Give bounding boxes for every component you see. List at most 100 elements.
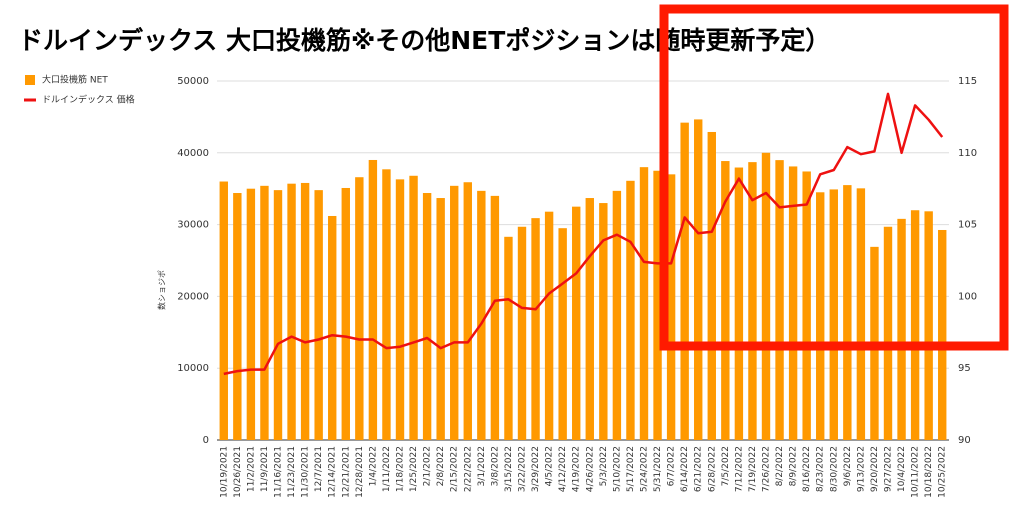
x-tick-label: 9/20/2022 (870, 446, 880, 492)
x-tick-label: 4/12/2022 (558, 446, 568, 492)
bar (233, 193, 242, 440)
x-tick-label: 3/8/2022 (490, 446, 500, 486)
bar (829, 189, 838, 440)
legend-label: ドルインデックス 価格 (42, 94, 135, 106)
x-tick-label: 10/4/2022 (897, 446, 907, 492)
x-tick-label: 2/1/2022 (423, 446, 433, 486)
x-tick-label: 6/7/2022 (667, 446, 677, 486)
x-tick-label: 11/16/2021 (274, 446, 284, 498)
x-tick-label: 3/22/2022 (518, 446, 528, 492)
bar (477, 190, 486, 440)
x-tick-label: 3/29/2022 (531, 446, 541, 492)
x-tick-label: 12/28/2021 (355, 446, 365, 498)
x-tick-label: 7/19/2022 (748, 446, 758, 492)
x-tick-label: 8/16/2022 (802, 446, 812, 492)
price-line (223, 92, 944, 376)
x-tick-label: 2/8/2022 (436, 446, 446, 486)
x-tick-label: 6/28/2022 (707, 446, 717, 492)
bar (680, 122, 689, 441)
bar (897, 218, 906, 440)
x-tick-label: 12/14/2021 (328, 446, 338, 498)
x-tick-label: 7/5/2022 (721, 446, 731, 486)
bar (775, 160, 784, 440)
bar (883, 226, 893, 440)
bar (788, 166, 798, 440)
x-tick-label: 1/11/2022 (382, 446, 392, 492)
bar (910, 210, 920, 440)
bar (328, 215, 337, 440)
x-tick-label: 2/15/2022 (450, 446, 460, 492)
bar (748, 162, 757, 440)
bar (843, 185, 852, 440)
x-tick-label: 6/21/2022 (694, 446, 704, 492)
x-tick-label: 4/5/2022 (545, 446, 555, 486)
x-tick-label: 10/18/2022 (924, 446, 934, 498)
bar (409, 175, 418, 440)
bar (558, 228, 567, 440)
y-tick-label: 30000 (177, 220, 209, 231)
x-tick-label: 3/1/2022 (477, 446, 487, 486)
x-tick-label: 10/25/2022 (938, 446, 948, 498)
y2-tick-label: 100 (958, 291, 977, 302)
x-tick-label: 1/4/2022 (368, 446, 378, 486)
x-tick-label: 2/22/2022 (463, 446, 473, 492)
x-tick-label: 8/2/2022 (775, 446, 785, 486)
x-tick-label: 5/17/2022 (626, 446, 636, 492)
x-tick-label: 1/25/2022 (409, 446, 419, 492)
x-tick-label: 5/31/2022 (653, 446, 663, 492)
x-tick-label: 1/18/2022 (396, 446, 406, 492)
y2-tick-label: 105 (958, 220, 977, 231)
x-tick-label: 9/27/2022 (884, 446, 894, 492)
bar (599, 203, 608, 440)
x-tick-label: 9/6/2022 (843, 446, 853, 486)
x-tick-label: 12/21/2021 (341, 446, 351, 498)
x-tick-label: 8/23/2022 (816, 446, 826, 492)
x-tick-label: 9/13/2022 (856, 446, 866, 492)
bar (734, 167, 744, 441)
bar (450, 185, 459, 440)
bar (260, 185, 269, 440)
bar (639, 167, 649, 440)
bar (355, 177, 364, 440)
bar (300, 182, 310, 440)
bar (707, 131, 716, 440)
x-tick-label: 11/9/2021 (260, 446, 270, 492)
bar (219, 181, 228, 440)
bar (856, 188, 866, 440)
bar (802, 171, 811, 440)
bar (436, 198, 445, 440)
bar (517, 226, 527, 440)
highlight-box (659, 4, 1009, 351)
x-tick-label: 8/30/2022 (829, 446, 839, 492)
x-tick-label: 11/2/2021 (246, 446, 256, 492)
bar (612, 190, 622, 440)
y2-tick-label: 95 (958, 363, 971, 374)
bar (314, 190, 323, 440)
x-tick-label: 4/19/2022 (572, 446, 582, 492)
bar (626, 180, 635, 440)
bar (490, 195, 500, 440)
bar (666, 174, 676, 440)
bar (694, 119, 703, 441)
bar (368, 159, 378, 441)
bar (816, 192, 825, 440)
x-tick-label: 5/24/2022 (640, 446, 650, 492)
x-tick-label: 10/19/2021 (219, 446, 229, 498)
x-tick-label: 4/26/2022 (585, 446, 595, 492)
x-tick-label: 8/9/2022 (789, 446, 799, 486)
bar (761, 152, 771, 441)
y-tick-label: 10000 (177, 363, 209, 374)
legend-swatch (25, 75, 35, 85)
bar (504, 236, 513, 440)
y2-tick-label: 115 (958, 76, 977, 87)
x-tick-label: 3/15/2022 (504, 446, 514, 492)
bar (721, 161, 730, 440)
x-tick-label: 7/26/2022 (762, 446, 772, 492)
x-tick-label: 5/3/2022 (599, 446, 609, 486)
y2-tick-label: 90 (958, 435, 971, 446)
y2-tick-label: 110 (958, 148, 977, 159)
y-tick-label: 20000 (177, 291, 209, 302)
bar (341, 187, 350, 440)
y-axis-title: 数ショジポ (157, 270, 167, 310)
